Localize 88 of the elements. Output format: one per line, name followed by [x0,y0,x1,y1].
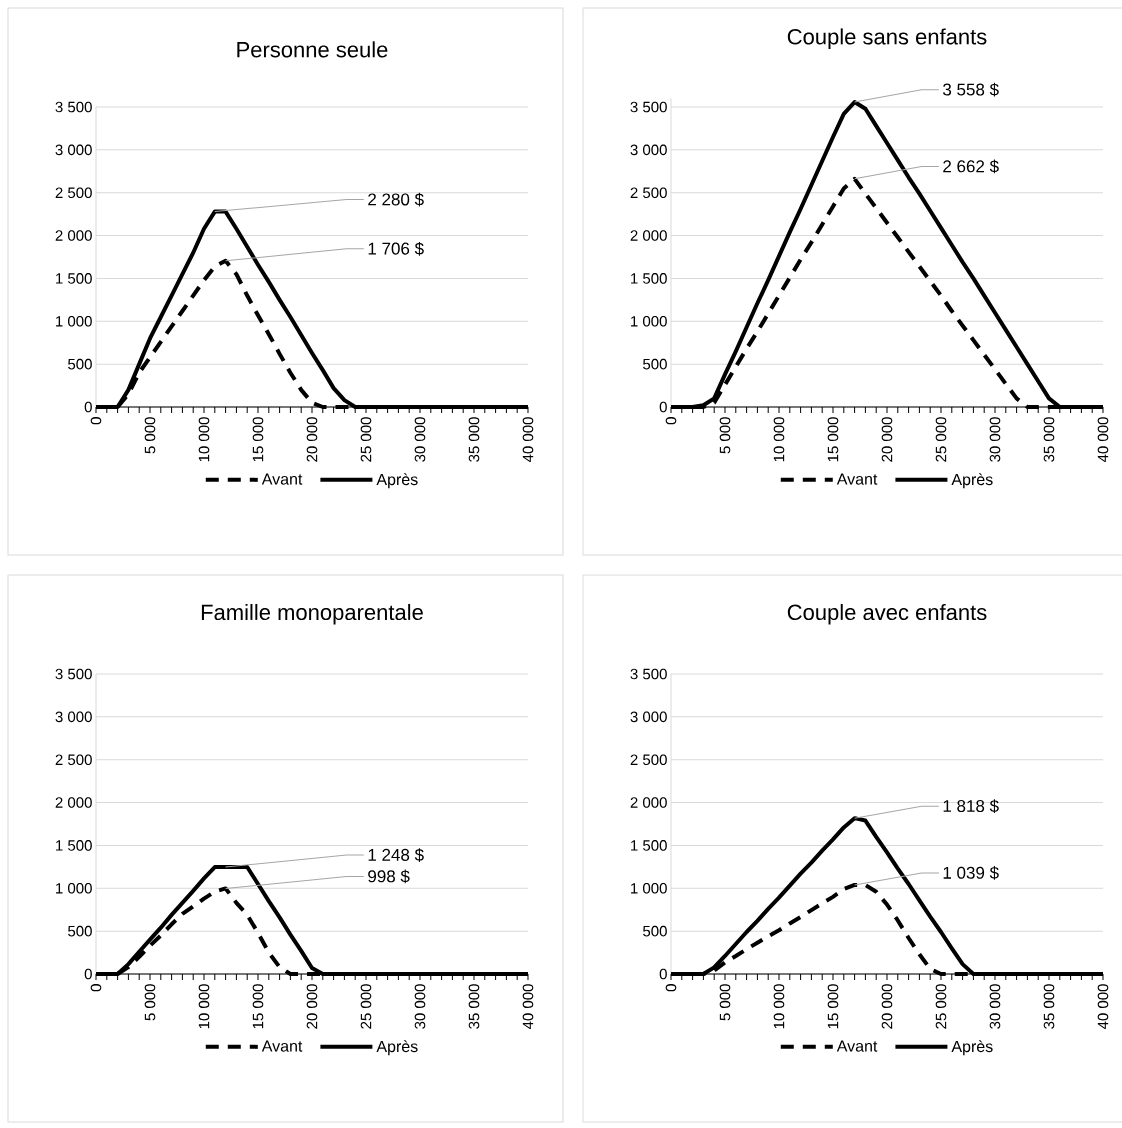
y-tick-label: 0 [659,401,667,413]
x-tick-label: 0 [90,417,102,425]
x-tick-label: 5 000 [719,417,731,454]
x-tick-label: 20 000 [306,984,318,1029]
x-tick-label: 5 000 [719,984,731,1021]
annotation: 1 248 $ [368,848,424,862]
legend-label: Avant [836,1040,878,1052]
y-tick-label: 1 500 [631,273,667,284]
x-tick-label: 30 000 [989,417,1001,462]
x-tick-label: 40 000 [1097,984,1109,1030]
x-tick-label: 40 000 [1097,417,1109,463]
y-tick-label: 1 000 [631,315,667,327]
chart-title: Personne seule [237,41,388,58]
y-tick-label: 2 000 [55,797,92,808]
chart-title: Famille monoparentale [201,603,423,625]
annotation: 2 662 $ [943,159,999,174]
annotation: 3 558 $ [943,82,999,97]
y-tick-label: 3 500 [630,668,667,680]
x-tick-label: 20 000 [881,984,893,1029]
x-tick-label: 30 000 [414,984,426,1029]
y-tick-label: 3 500 [55,668,92,680]
y-tick-label: 1 000 [56,315,92,327]
x-tick-label: 20 000 [881,417,893,462]
chart-title: Couple sans enfants [787,28,987,49]
x-tick-label: 5 000 [144,417,156,454]
annotation: 998 $ [368,869,410,884]
x-tick-label: 15 000 [827,417,839,462]
y-tick-label: 500 [643,358,667,370]
chart-title: Couple avec enfants [787,603,987,625]
x-tick-label: 0 [665,417,677,425]
annotation: 2 280 $ [368,192,424,207]
x-tick-label: 30 000 [414,417,426,462]
y-tick-label: 3 000 [55,711,92,723]
x-tick-label: 10 000 [773,417,785,462]
legend-label: Après [951,1040,993,1056]
y-tick-label: 3 500 [55,101,92,113]
legend-label: Après [376,1040,418,1056]
annotation: 1 818 $ [943,799,999,814]
y-tick-label: 1 500 [56,273,92,284]
x-tick-label: 5 000 [144,984,156,1021]
x-tick-label: 25 000 [360,984,372,1029]
y-tick-label: 2 000 [630,797,667,808]
y-tick-label: 500 [643,925,667,937]
y-tick-label: 1 500 [56,840,92,851]
y-tick-label: 2 500 [630,187,667,199]
x-tick-label: 10 000 [198,417,210,462]
x-tick-label: 0 [665,984,677,992]
y-tick-label: 1 500 [631,840,667,851]
y-tick-label: 2 500 [55,187,92,199]
x-tick-label: 25 000 [935,417,947,462]
x-tick-label: 15 000 [827,984,839,1029]
x-tick-label: 10 000 [198,984,210,1029]
y-tick-label: 2 000 [55,230,92,241]
y-tick-label: 2 500 [55,754,92,766]
y-tick-label: 1 000 [631,882,667,894]
y-tick-label: 0 [659,968,667,980]
x-tick-label: 40 000 [522,417,534,463]
x-tick-label: 20 000 [306,417,318,462]
y-tick-label: 3 000 [55,144,92,156]
y-tick-label: 0 [84,401,92,413]
x-tick-label: 35 000 [1043,417,1055,462]
y-tick-label: 3 000 [630,144,667,156]
x-tick-label: 0 [90,984,102,992]
y-tick-label: 500 [68,925,92,937]
y-tick-label: 0 [84,968,92,980]
y-tick-label: 1 000 [56,882,92,894]
x-tick-label: 40 000 [522,984,534,1030]
y-tick-label: 2 000 [630,230,667,241]
y-tick-label: 500 [68,358,92,370]
annotation: 1 706 $ [368,241,424,256]
y-tick-label: 3 000 [630,711,667,723]
x-tick-label: 15 000 [252,984,264,1029]
x-tick-label: 15 000 [252,417,264,462]
legend-label: Après [951,473,993,489]
annotation: 1 039 $ [943,866,999,880]
legend-label: Avant [836,473,878,485]
x-tick-label: 35 000 [468,984,480,1029]
legend-label: Après [376,473,418,489]
x-tick-label: 25 000 [935,984,947,1029]
y-tick-label: 2 500 [630,754,667,766]
legend-label: Avant [261,473,303,485]
y-tick-label: 3 500 [630,101,667,113]
legend-label: Avant [261,1040,303,1052]
x-tick-label: 35 000 [1043,984,1055,1029]
x-tick-label: 25 000 [360,417,372,462]
x-tick-label: 10 000 [773,984,785,1029]
x-tick-label: 35 000 [468,417,480,462]
x-tick-label: 30 000 [989,984,1001,1029]
